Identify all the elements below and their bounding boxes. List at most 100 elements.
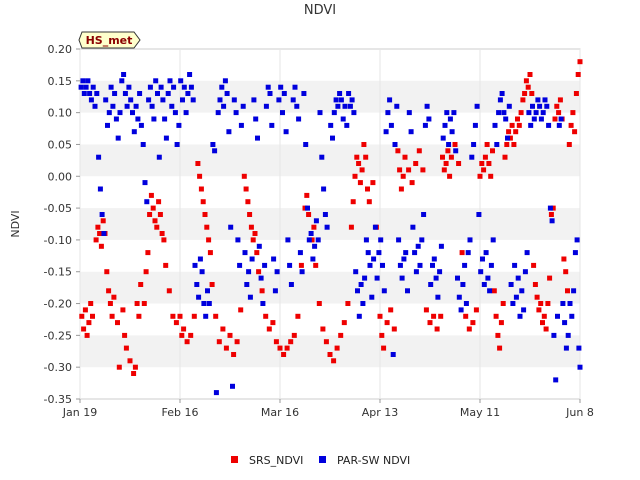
data-point bbox=[383, 129, 389, 135]
data-point bbox=[144, 199, 150, 205]
data-point bbox=[419, 237, 425, 243]
data-point bbox=[131, 371, 137, 376]
data-point bbox=[441, 167, 447, 173]
data-point bbox=[170, 313, 176, 319]
data-point bbox=[467, 237, 473, 243]
legend-item-par-sw[interactable]: PAR-SW NDVI bbox=[319, 454, 410, 467]
data-point bbox=[192, 262, 198, 268]
data-point bbox=[566, 142, 572, 147]
data-point bbox=[435, 294, 441, 300]
data-point bbox=[488, 173, 494, 179]
data-point bbox=[443, 161, 449, 166]
data-point bbox=[445, 148, 451, 154]
data-point bbox=[197, 173, 203, 179]
data-point bbox=[466, 326, 472, 332]
series-par-sw-ndvi bbox=[78, 72, 583, 396]
data-point bbox=[234, 339, 240, 345]
data-point bbox=[250, 237, 256, 243]
data-point bbox=[290, 97, 296, 103]
data-point bbox=[94, 91, 100, 96]
data-point bbox=[255, 135, 260, 141]
data-point bbox=[391, 326, 397, 332]
data-point bbox=[97, 231, 103, 236]
data-point bbox=[421, 212, 427, 217]
data-point bbox=[156, 199, 162, 205]
data-point bbox=[433, 275, 439, 281]
data-point bbox=[574, 237, 580, 243]
legend[interactable]: SRS_NDVI PAR-SW NDVI bbox=[231, 454, 410, 467]
data-point bbox=[440, 135, 446, 141]
data-point bbox=[400, 173, 406, 179]
data-point bbox=[105, 122, 110, 128]
data-point bbox=[479, 161, 485, 166]
data-point bbox=[496, 110, 502, 116]
data-point bbox=[260, 301, 266, 306]
data-point bbox=[163, 262, 169, 268]
data-point bbox=[223, 345, 229, 351]
data-point bbox=[161, 237, 167, 243]
data-point bbox=[381, 345, 387, 351]
data-point bbox=[472, 122, 478, 128]
data-point bbox=[280, 110, 285, 116]
data-point bbox=[130, 110, 135, 116]
data-point bbox=[356, 161, 362, 166]
data-point bbox=[507, 135, 513, 141]
data-point bbox=[120, 307, 126, 313]
data-point bbox=[344, 122, 350, 128]
data-point bbox=[92, 103, 98, 109]
data-point bbox=[403, 250, 409, 256]
data-point bbox=[362, 275, 368, 281]
data-point bbox=[330, 135, 335, 141]
data-point bbox=[390, 352, 396, 357]
data-point bbox=[399, 275, 405, 281]
data-point bbox=[267, 91, 273, 96]
data-point bbox=[553, 377, 559, 383]
data-point bbox=[444, 110, 450, 116]
data-point bbox=[108, 84, 114, 90]
data-point bbox=[206, 237, 212, 243]
data-point bbox=[215, 110, 221, 116]
data-point bbox=[384, 320, 390, 326]
data-point bbox=[380, 262, 385, 268]
data-point bbox=[103, 97, 109, 103]
data-point bbox=[320, 326, 326, 332]
data-point bbox=[361, 142, 367, 147]
data-point bbox=[471, 142, 477, 147]
data-point bbox=[352, 173, 358, 179]
data-point bbox=[494, 142, 500, 147]
data-point bbox=[256, 243, 262, 249]
data-point bbox=[558, 116, 564, 122]
data-point bbox=[291, 332, 297, 338]
data-point bbox=[80, 78, 86, 84]
data-point bbox=[207, 250, 213, 256]
data-point bbox=[549, 218, 555, 224]
data-point bbox=[98, 243, 104, 249]
data-point bbox=[555, 313, 560, 319]
legend-item-srs[interactable]: SRS_NDVI bbox=[231, 454, 303, 467]
data-point bbox=[97, 186, 103, 192]
data-point bbox=[127, 358, 133, 364]
data-point bbox=[213, 390, 219, 396]
data-point bbox=[502, 154, 508, 160]
data-point bbox=[222, 78, 228, 84]
data-point bbox=[524, 250, 530, 256]
data-point bbox=[577, 59, 583, 65]
data-point bbox=[557, 97, 563, 103]
data-point bbox=[249, 256, 255, 262]
data-point bbox=[83, 84, 89, 90]
data-point bbox=[271, 256, 277, 262]
data-point bbox=[309, 237, 315, 243]
data-point bbox=[481, 167, 487, 173]
data-point bbox=[395, 148, 401, 154]
data-point bbox=[398, 186, 404, 192]
data-point bbox=[90, 313, 95, 319]
data-point bbox=[341, 320, 347, 326]
data-point bbox=[160, 97, 166, 103]
data-point bbox=[519, 288, 525, 294]
data-point bbox=[526, 110, 532, 116]
y-tick-label: -0.35 bbox=[44, 393, 72, 406]
data-point bbox=[294, 103, 300, 109]
data-point bbox=[349, 97, 355, 103]
data-point bbox=[281, 91, 287, 96]
data-point bbox=[449, 129, 455, 135]
